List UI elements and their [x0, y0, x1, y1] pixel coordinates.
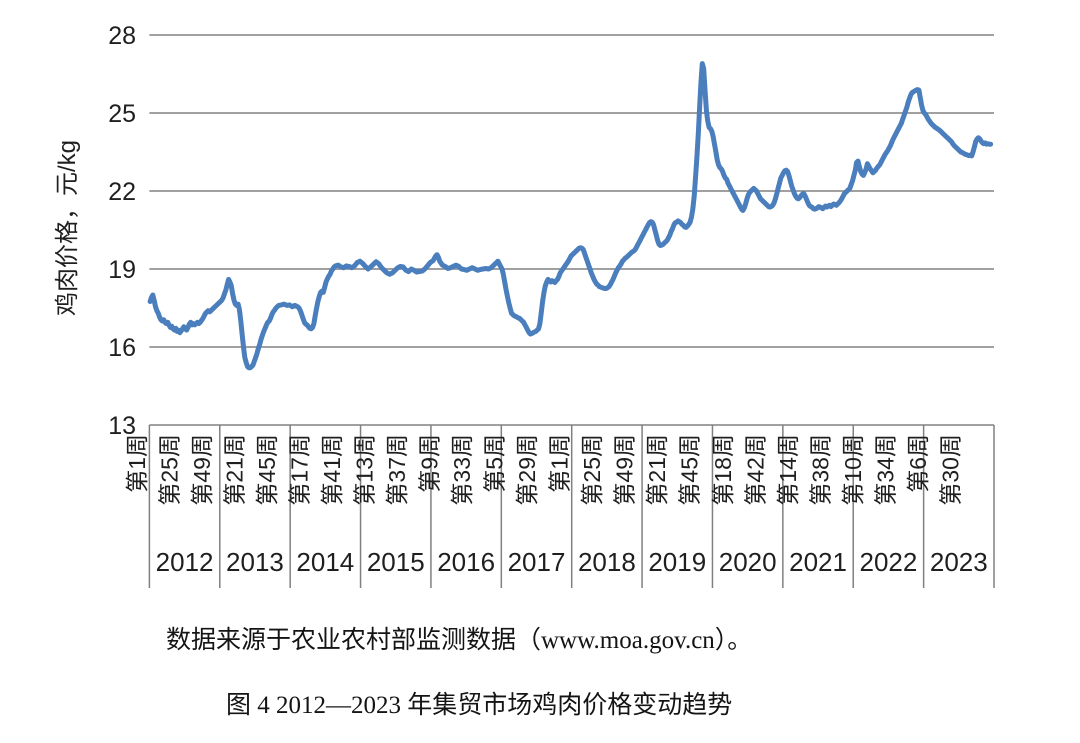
data-source-note: 数据来源于农业农村部监测数据（www.moa.gov.cn）。: [166, 627, 753, 654]
week-tick-label: 第9周: [416, 434, 442, 493]
week-tick-label: 第45周: [254, 434, 280, 506]
week-tick-label: 第37周: [384, 434, 410, 506]
week-tick-label: 第10周: [840, 434, 866, 506]
year-label-2020: 2020: [719, 547, 777, 577]
week-tick-label: 第21周: [644, 434, 670, 506]
y-tick-label-19: 19: [108, 256, 136, 284]
y-tick-label-16: 16: [108, 334, 136, 362]
week-tick-label: 第14周: [775, 434, 801, 506]
week-tick-label: 第34周: [873, 434, 899, 506]
chicken-price-trend-chart: 28 25 22 19 16 13 鸡肉价格，元/kg 2012 2013 2014 2015 201…: [54, 22, 995, 588]
year-label-2022: 2022: [860, 547, 918, 577]
year-label-2014: 2014: [296, 547, 354, 577]
price-line-series: [147, 61, 994, 371]
year-label-2018: 2018: [578, 547, 636, 577]
y-tick-label-22: 22: [108, 178, 136, 206]
year-label-2019: 2019: [648, 547, 706, 577]
week-tick-label: 第5周: [481, 434, 507, 493]
week-tick-label: 第42周: [743, 434, 769, 506]
week-tick-label: 第25周: [157, 434, 183, 506]
week-tick-label: 第45周: [676, 434, 702, 506]
week-tick-label: 第49周: [611, 434, 637, 506]
week-tick-label: 第30周: [938, 434, 964, 506]
year-label-2013: 2013: [226, 547, 284, 577]
week-tick-label: 第38周: [808, 434, 834, 506]
year-label-2012: 2012: [156, 547, 214, 577]
week-tick-label: 第41周: [319, 434, 345, 506]
week-tick-label: 第29周: [514, 434, 540, 506]
week-tick-label: 第6周: [905, 434, 931, 493]
week-tick-label: 第1周: [546, 434, 572, 493]
year-label-2016: 2016: [437, 547, 495, 577]
week-tick-label: 第49周: [189, 434, 215, 506]
y-axis-title: 鸡肉价格，元/kg: [54, 140, 81, 316]
year-label-2021: 2021: [789, 547, 847, 577]
week-tick-label: 第21周: [222, 434, 248, 506]
week-tick-label: 第1周: [124, 434, 150, 493]
week-tick-label: 第33周: [449, 434, 475, 506]
y-tick-label-25: 25: [108, 100, 136, 128]
week-tick-label: 第25周: [579, 434, 605, 506]
y-tick-label-13: 13: [108, 412, 136, 440]
week-tick-label: 第18周: [710, 434, 736, 506]
year-label-2023: 2023: [930, 547, 988, 577]
week-tick-label: 第13周: [351, 434, 377, 506]
year-label-2015: 2015: [367, 547, 425, 577]
figure-caption: 图 4 2012—2023 年集贸市场鸡肉价格变动趋势: [226, 692, 733, 719]
year-label-2017: 2017: [508, 547, 566, 577]
y-tick-label-28: 28: [108, 22, 136, 50]
week-tick-label: 第17周: [286, 434, 312, 506]
